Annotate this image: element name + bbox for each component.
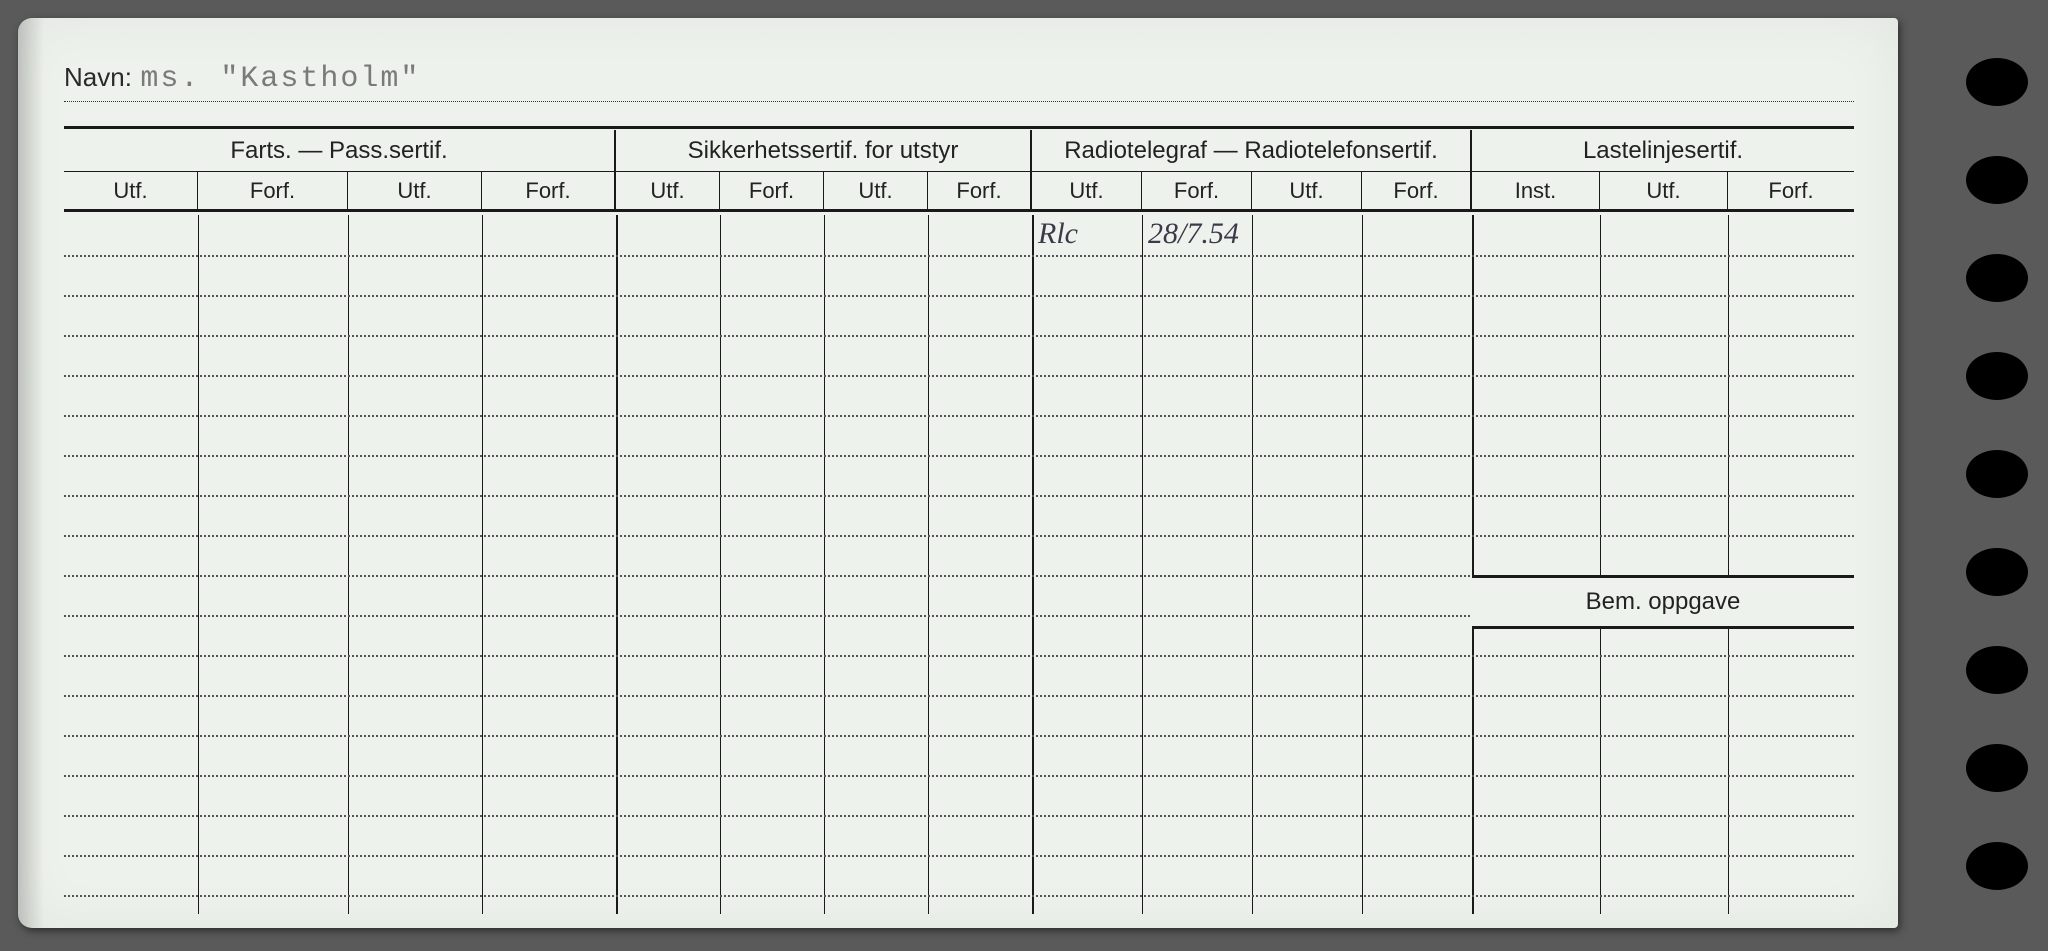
column-header: Utf. — [1252, 172, 1362, 212]
column-header: Forf. — [928, 172, 1032, 212]
handwritten-entry: Rlc — [1038, 217, 1140, 251]
column-divider — [348, 215, 349, 914]
row-line — [64, 895, 1854, 897]
column-header: Forf. — [1142, 172, 1252, 212]
group-header-row: Farts. — Pass.sertif.Sikkerhetssertif. f… — [64, 130, 1854, 172]
punch-hole — [1966, 352, 2028, 400]
column-divider — [198, 215, 199, 914]
row-line — [64, 375, 1854, 377]
column-header: Utf. — [348, 172, 482, 212]
column-divider — [1600, 215, 1601, 914]
binding-shadow — [18, 18, 44, 928]
column-header: Utf. — [1600, 172, 1728, 212]
group-header: Lastelinjesertif. — [1472, 130, 1854, 172]
row-line — [64, 815, 1854, 817]
row-line — [64, 415, 1854, 417]
row-line — [64, 335, 1854, 337]
index-card: Navn: ms. "Kastholm" Farts. — Pass.serti… — [18, 18, 1898, 928]
column-divider — [1032, 215, 1034, 914]
punch-hole — [1966, 842, 2028, 890]
row-line — [64, 495, 1854, 497]
row-line — [64, 775, 1854, 777]
punch-hole — [1966, 156, 2028, 204]
name-row: Navn: ms. "Kastholm" — [64, 62, 1854, 102]
column-divider — [1362, 215, 1363, 914]
name-label: Navn: — [64, 62, 132, 93]
punch-holes — [1926, 0, 2036, 951]
column-header: Utf. — [64, 172, 198, 212]
group-header: Radiotelegraf — Radiotelefonsertif. — [1032, 130, 1472, 172]
column-header: Utf. — [1032, 172, 1142, 212]
column-header: Forf. — [720, 172, 824, 212]
column-header: Forf. — [482, 172, 616, 212]
row-line — [64, 535, 1854, 537]
row-line — [64, 695, 1854, 697]
column-divider — [928, 215, 929, 914]
punch-hole — [1966, 548, 2028, 596]
column-header: Forf. — [198, 172, 348, 212]
column-header: Utf. — [824, 172, 928, 212]
column-header: Inst. — [1472, 172, 1600, 212]
row-line — [64, 855, 1854, 857]
row-line — [64, 255, 1854, 257]
table-grid: Rlc28/7.54 Bem. oppgave — [64, 215, 1854, 914]
row-line — [64, 735, 1854, 737]
punch-hole — [1966, 646, 2028, 694]
name-value: ms. "Kastholm" — [140, 62, 420, 96]
bem-oppgave-header: Bem. oppgave — [1472, 575, 1854, 629]
punch-hole — [1966, 254, 2028, 302]
column-divider — [1252, 215, 1253, 914]
row-line — [64, 455, 1854, 457]
column-header: Utf. — [616, 172, 720, 212]
punch-hole — [1966, 58, 2028, 106]
column-header: Forf. — [1728, 172, 1854, 212]
column-divider — [482, 215, 483, 914]
column-divider — [720, 215, 721, 914]
row-line — [64, 655, 1854, 657]
row-line — [64, 295, 1854, 297]
top-rule — [64, 126, 1854, 129]
column-divider — [616, 215, 618, 914]
punch-hole — [1966, 744, 2028, 792]
column-divider — [824, 215, 825, 914]
column-divider — [1472, 215, 1474, 914]
column-divider — [1142, 215, 1143, 914]
column-divider — [1728, 215, 1729, 914]
group-header: Sikkerhetssertif. for utstyr — [616, 130, 1032, 172]
column-header: Forf. — [1362, 172, 1472, 212]
punch-hole — [1966, 450, 2028, 498]
column-header-row: Utf.Forf.Utf.Forf.Utf.Forf.Utf.Forf.Utf.… — [64, 172, 1854, 212]
handwritten-entry: 28/7.54 — [1148, 217, 1250, 251]
group-header: Farts. — Pass.sertif. — [64, 130, 616, 172]
